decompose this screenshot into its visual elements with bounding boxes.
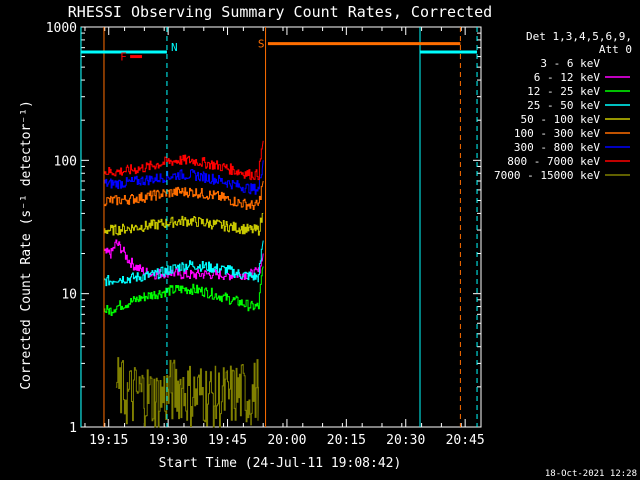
series-line: [115, 357, 259, 428]
series-line: [104, 266, 264, 316]
series-line: [104, 160, 264, 195]
x-axis-label: Start Time (24-Jul-11 19:08:42): [159, 456, 402, 471]
annotation-group: F N S: [80, 27, 478, 427]
x-tick-label: 19:30: [149, 433, 188, 448]
legend-label: 50 - 100 keV: [521, 113, 601, 126]
chart-title: RHESSI Observing Summary Count Rates, Co…: [68, 3, 492, 21]
series-line: [104, 240, 264, 287]
y-tick-label: 100: [54, 154, 77, 169]
series-line: [104, 240, 264, 380]
flag-label: N: [171, 41, 178, 54]
legend-header-line1: Det 1,3,4,5,6,9,: [526, 30, 632, 43]
x-tick-label: 19:15: [89, 433, 128, 448]
plot-axes: 1 10 100 1000 19:15 19:30 19:45 20:00 20:15 20:30…: [46, 21, 485, 448]
legend-label: 300 - 800 keV: [514, 141, 600, 154]
x-tick-label: 20:15: [327, 433, 366, 448]
legend-label: 100 - 300 keV: [514, 127, 600, 140]
series-group: [104, 140, 264, 428]
legend-label: 6 - 12 keV: [534, 71, 601, 84]
series-line: [104, 180, 264, 210]
footer-date: 18-Oct-2021 12:28: [545, 469, 637, 479]
legend-label: 12 - 25 keV: [527, 85, 600, 98]
y-axis-label: Corrected Count Rate (s⁻¹ detector⁻¹): [19, 100, 34, 390]
legend-label: 800 - 7000 keV: [507, 155, 600, 168]
x-tick-label: 20:30: [386, 433, 425, 448]
x-tick-label: 19:45: [208, 433, 247, 448]
series-line: [104, 140, 264, 181]
legend-label: 3 - 6 keV: [540, 57, 600, 70]
legend-label: 7000 - 15000 keV: [494, 169, 600, 182]
x-tick-label: 20:45: [446, 433, 485, 448]
y-tick-label: 1: [69, 421, 77, 436]
flag-label: S: [258, 38, 265, 51]
y-tick-label: 10: [61, 288, 77, 303]
series-line: [104, 212, 264, 236]
flag-label: F: [120, 51, 127, 64]
legend-header-line2: Att 0: [599, 43, 632, 56]
y-tick-label: 1000: [46, 21, 77, 36]
legend-label: 25 - 50 keV: [527, 99, 600, 112]
x-tick-label: 20:00: [267, 433, 306, 448]
